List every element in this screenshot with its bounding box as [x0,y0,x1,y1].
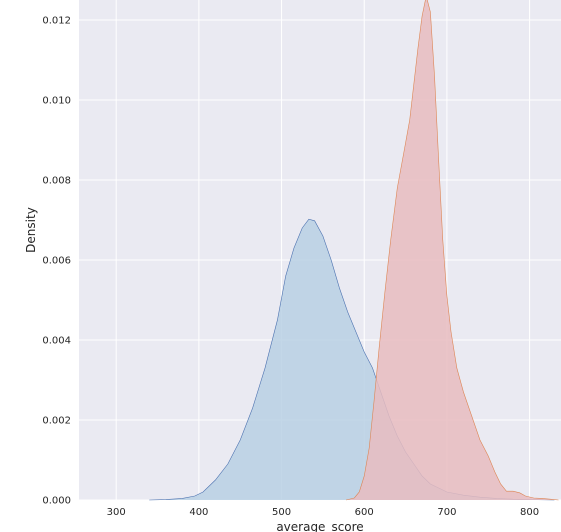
y-tick-label: 0.002 [42,416,71,427]
density-area-1 [149,219,555,500]
y-tick-label: 0.006 [42,256,71,267]
y-tick-label: 0.008 [42,176,71,187]
y-axis-label: Density [24,207,38,253]
x-tick-label: 700 [437,507,456,518]
y-tick-label: 0.012 [42,16,71,27]
x-tick-label: 800 [520,507,539,518]
x-tick-label: 500 [272,507,291,518]
x-axis-label: average_score [276,520,363,532]
x-tick-label: 300 [107,507,126,518]
y-axis-ticks: 0.000 0.002 0.004 0.006 0.008 0.010 0.012 [42,16,71,507]
y-tick-label: 0.010 [42,96,71,107]
density-areas [149,0,559,501]
x-axis-ticks: 300 400 500 600 700 800 [107,507,539,518]
density-line-2 [345,0,559,501]
x-tick-label: 600 [355,507,374,518]
y-tick-label: 0.000 [42,496,71,507]
x-tick-label: 400 [189,507,208,518]
density-area-2 [346,0,559,500]
y-tick-label: 0.004 [42,336,71,347]
